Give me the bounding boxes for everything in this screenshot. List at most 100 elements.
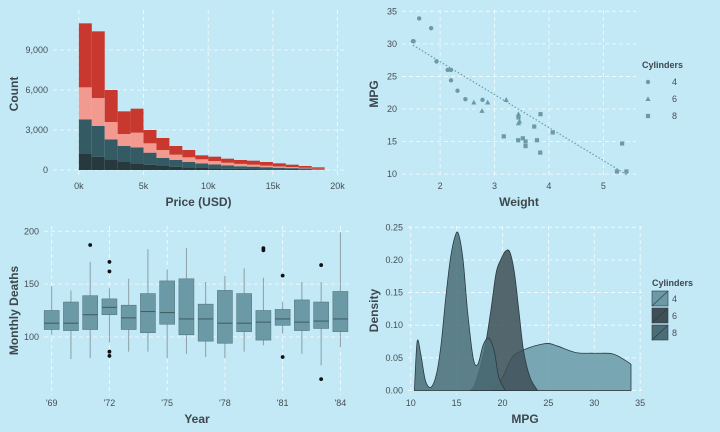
y-tick-label: 3,000 bbox=[25, 125, 48, 135]
y-tick-label: 0.20 bbox=[385, 255, 403, 265]
y-tick-label: 25 bbox=[387, 71, 397, 81]
histogram-bar bbox=[130, 132, 144, 148]
box-outlier bbox=[88, 243, 93, 247]
legend-key bbox=[645, 96, 651, 101]
legend-label: 8 bbox=[672, 328, 677, 338]
y-tick-label: 6,000 bbox=[25, 85, 48, 95]
histogram-bar bbox=[91, 156, 105, 170]
histogram-bar bbox=[285, 164, 299, 168]
scatter-point bbox=[532, 124, 537, 129]
histogram-bar bbox=[195, 168, 209, 170]
histogram-bar bbox=[117, 146, 131, 162]
box-body bbox=[332, 291, 349, 332]
x-axis-title: MPG bbox=[511, 412, 538, 426]
histogram-bar bbox=[195, 163, 209, 168]
scatter-point bbox=[538, 150, 543, 155]
histogram-bar bbox=[130, 108, 144, 133]
histogram-bar bbox=[221, 168, 235, 170]
y-tick-label: 150 bbox=[24, 279, 39, 289]
box-body bbox=[140, 293, 156, 333]
histogram-bar bbox=[208, 161, 222, 165]
histogram-bar bbox=[130, 163, 144, 170]
histogram-bar bbox=[182, 167, 196, 170]
scatter-point bbox=[515, 111, 522, 117]
scatter-point bbox=[534, 138, 540, 143]
scatter-point bbox=[471, 99, 477, 105]
histogram-bar bbox=[104, 122, 118, 140]
histogram-bar bbox=[285, 168, 299, 170]
legend-key-stroke bbox=[651, 307, 669, 324]
box-body bbox=[197, 303, 214, 342]
histogram-bar bbox=[169, 146, 183, 155]
x-axis-title: Year bbox=[184, 412, 210, 426]
box-outlier bbox=[107, 354, 112, 358]
scatter-point bbox=[416, 16, 422, 21]
histogram-bar bbox=[234, 168, 247, 170]
legend-key-stroke bbox=[651, 324, 669, 341]
y-axis-title: Monthly Deaths bbox=[7, 266, 21, 356]
x-tick-label: 10k bbox=[201, 181, 216, 191]
x-tick-label: '72 bbox=[104, 398, 116, 408]
box-body bbox=[159, 280, 175, 325]
histogram-bar bbox=[104, 90, 118, 122]
box-outlier bbox=[107, 349, 112, 354]
histogram-bar bbox=[91, 31, 105, 98]
x-tick-label: '75 bbox=[161, 398, 173, 408]
box-body bbox=[63, 301, 79, 331]
y-tick-label: 0 bbox=[43, 165, 48, 175]
scatter-point bbox=[516, 138, 521, 143]
histogram-bar bbox=[169, 154, 183, 160]
histogram-bar bbox=[156, 166, 170, 170]
histogram-bar bbox=[78, 87, 92, 120]
legend-label: 6 bbox=[672, 94, 677, 104]
histogram-bar bbox=[259, 167, 273, 170]
weight-mpg-scatter-panel: 2 3 4 5 10 15 20 25 30 35 Weight MPG Cylinders 4 6 8 bbox=[367, 6, 683, 209]
scatter-point bbox=[523, 139, 528, 144]
x-tick-label: '81 bbox=[277, 398, 289, 408]
histogram-bar bbox=[311, 169, 325, 170]
x-tick-label: '69 bbox=[46, 398, 58, 408]
legend-label: 8 bbox=[672, 111, 677, 121]
y-tick-label: 30 bbox=[387, 39, 397, 49]
y-axis-title: Density bbox=[367, 289, 381, 333]
histogram-bar bbox=[91, 126, 105, 157]
x-tick-label: 20k bbox=[330, 181, 345, 191]
x-tick-label: 10 bbox=[406, 398, 416, 408]
box-body bbox=[43, 310, 60, 330]
histogram-bar bbox=[234, 166, 247, 169]
histogram-bar bbox=[247, 169, 260, 170]
histogram-bar bbox=[247, 164, 260, 167]
box-outlier bbox=[280, 273, 285, 278]
box-outlier bbox=[261, 248, 266, 253]
y-tick-label: 20 bbox=[387, 104, 397, 114]
histogram-bar bbox=[221, 158, 235, 163]
scatter-point bbox=[480, 97, 485, 103]
histogram-bar bbox=[272, 163, 286, 167]
histogram-bar bbox=[208, 164, 222, 169]
x-tick-label: 5 bbox=[601, 181, 606, 191]
y-tick-label: 0.00 bbox=[385, 385, 403, 395]
box-outlier bbox=[319, 377, 324, 382]
histogram-bar bbox=[298, 168, 312, 170]
x-tick-label: '78 bbox=[219, 398, 231, 408]
scatter-point bbox=[624, 169, 629, 174]
histogram-bar bbox=[169, 166, 183, 170]
histogram-bar bbox=[234, 163, 247, 167]
x-tick-label: 2 bbox=[438, 181, 443, 191]
box-outlier bbox=[107, 269, 112, 274]
y-tick-label: 0.05 bbox=[385, 353, 403, 363]
scatter-point bbox=[503, 97, 509, 102]
scatter-point bbox=[445, 67, 450, 73]
histogram-bar bbox=[91, 98, 105, 126]
histogram-bar bbox=[221, 162, 235, 166]
histogram-bar bbox=[259, 165, 273, 168]
box-body bbox=[236, 293, 252, 332]
histogram-bar bbox=[259, 169, 273, 170]
scatter-point bbox=[410, 39, 416, 44]
y-tick-label: 0.10 bbox=[385, 320, 403, 330]
scatter-point bbox=[434, 59, 439, 64]
legend-key-stroke bbox=[651, 290, 669, 307]
x-tick-label: 30 bbox=[589, 398, 599, 408]
histogram-bar bbox=[182, 157, 196, 162]
scatter-point bbox=[515, 120, 522, 126]
